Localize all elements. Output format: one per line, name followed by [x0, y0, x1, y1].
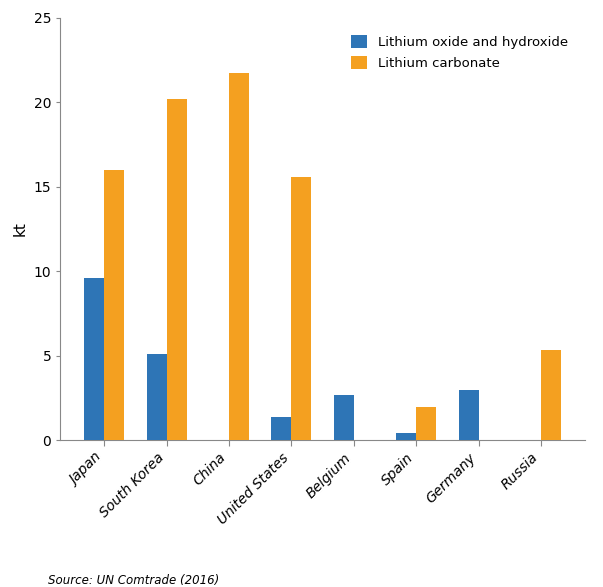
Bar — [147, 354, 166, 440]
Bar — [166, 99, 186, 440]
Legend: Lithium oxide and hydroxide, Lithium carbonate: Lithium oxide and hydroxide, Lithium car… — [341, 24, 578, 80]
Y-axis label: kt: kt — [13, 221, 28, 237]
Bar — [459, 390, 479, 440]
Bar — [541, 350, 561, 440]
Bar — [334, 394, 354, 440]
Bar — [271, 417, 291, 440]
Bar — [416, 407, 436, 440]
Bar — [104, 170, 124, 440]
Text: Source: UN Comtrade (2016): Source: UN Comtrade (2016) — [48, 574, 219, 587]
Bar — [291, 177, 311, 440]
Bar — [396, 433, 416, 440]
Bar — [229, 73, 249, 440]
Bar — [84, 278, 104, 440]
